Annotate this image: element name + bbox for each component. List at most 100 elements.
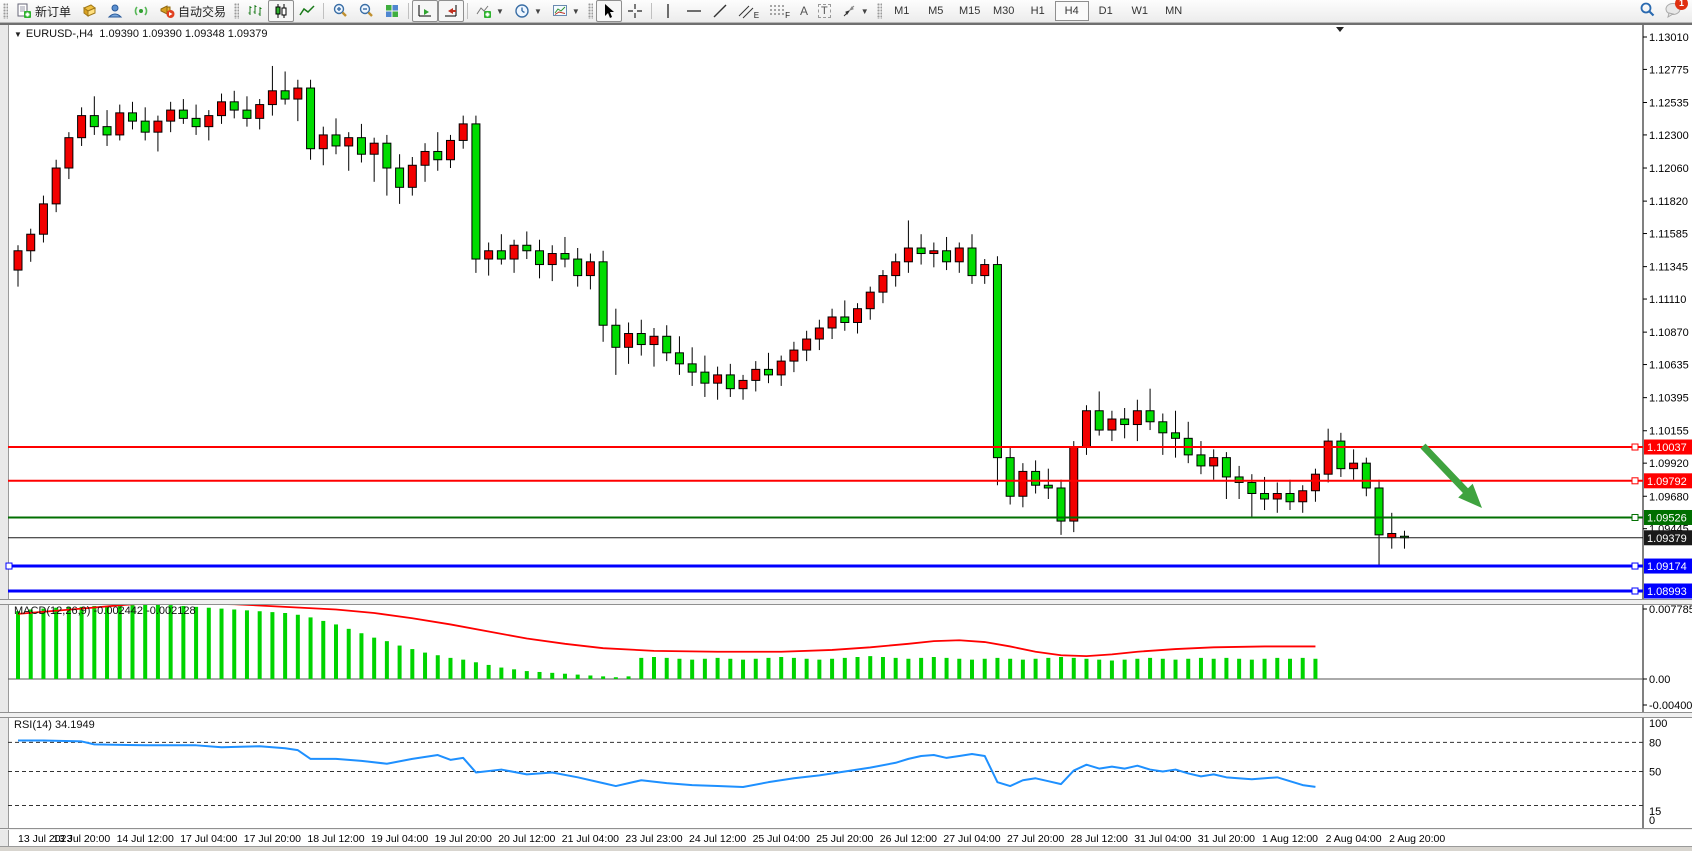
toolbar-separator	[323, 3, 325, 19]
macd-bar	[1237, 658, 1242, 679]
toolbar-separator	[467, 3, 469, 19]
zoom-in-button[interactable]	[327, 0, 353, 22]
chart-shift-marker[interactable]	[1336, 27, 1344, 32]
candle-body	[560, 253, 570, 260]
timeframe-button-H4[interactable]: H4	[1054, 1, 1089, 21]
cursor-tool-button[interactable]	[595, 0, 622, 22]
down-trend-arrow[interactable]	[1416, 439, 1489, 515]
candle-body	[127, 112, 137, 122]
candle-body	[929, 250, 939, 255]
line-handle[interactable]	[1631, 562, 1639, 570]
line-handle[interactable]	[1631, 477, 1639, 485]
timeframe-button-D1[interactable]: D1	[1098, 5, 1113, 17]
macd-bar	[1211, 658, 1216, 679]
candle-body	[814, 327, 824, 340]
channel-letter: E	[753, 11, 760, 20]
toolbar-grip[interactable]	[234, 3, 240, 19]
candle-body	[64, 137, 74, 169]
candle-body	[1209, 457, 1219, 467]
trendline-tool-button[interactable]	[707, 0, 733, 22]
candle-body	[331, 134, 341, 147]
signal-button[interactable]	[128, 0, 154, 22]
macd-bar	[1135, 658, 1140, 679]
candle-body	[115, 112, 125, 136]
zoom-out-button[interactable]	[353, 0, 379, 22]
strategy-tester-button[interactable]	[102, 0, 128, 22]
date-label: 19 Jul 20:00	[435, 833, 492, 845]
chart-shift-button[interactable]	[438, 0, 465, 22]
candle-body	[140, 120, 150, 133]
macd-bar	[957, 658, 962, 679]
candle-body	[458, 123, 468, 141]
window-bottom-edge	[0, 846, 1692, 851]
candlestick-icon	[273, 3, 289, 19]
periods-button[interactable]: ▼	[509, 0, 547, 22]
candle-body	[496, 250, 506, 260]
toolbar-grip[interactable]	[3, 3, 8, 19]
templates-button[interactable]: ▼	[547, 0, 585, 22]
macd-bar	[41, 608, 46, 679]
macd-bar	[664, 657, 669, 679]
line-handle[interactable]	[1631, 443, 1639, 451]
line-chart-mode-button[interactable]	[294, 0, 320, 22]
horizontal-line-icon	[686, 3, 702, 19]
panel-splitter-rsi[interactable]	[0, 712, 1692, 718]
timeframe-button-W1[interactable]: W1	[1131, 5, 1148, 17]
candle-body	[51, 167, 61, 205]
timeframe-button-M30[interactable]: M30	[993, 5, 1015, 17]
line-handle[interactable]	[1631, 513, 1639, 521]
new-order-button[interactable]: 新订单	[11, 0, 76, 22]
candle-body	[776, 360, 786, 376]
macd-bar	[817, 659, 822, 679]
price-label-text: 1.09526	[1647, 512, 1687, 524]
horizontal-line-tool-button[interactable]	[681, 0, 707, 22]
macd-bar	[423, 652, 428, 679]
auto-scroll-button[interactable]	[412, 0, 439, 22]
line-handle[interactable]	[1631, 587, 1639, 595]
timeframe-button-H1[interactable]: H1	[1030, 5, 1045, 17]
timeframe-button-M5[interactable]: M5	[928, 5, 944, 17]
candlestick-mode-button[interactable]	[268, 0, 295, 22]
vertical-line-tool-button[interactable]	[655, 0, 681, 22]
bar-chart-mode-button[interactable]	[242, 0, 268, 22]
auto-trading-button[interactable]: 自动交易	[154, 0, 231, 22]
macd-bar	[982, 658, 987, 679]
candle-body	[725, 374, 735, 390]
candles-group[interactable]	[13, 65, 1409, 566]
panel-splitter-macd[interactable]	[0, 599, 1692, 605]
candle-body	[395, 167, 405, 188]
label-tool-button[interactable]: T	[813, 0, 836, 22]
crosshair-tool-button[interactable]	[622, 0, 648, 22]
macd-bar	[448, 657, 453, 679]
arrows-tool-button[interactable]: ▼	[836, 0, 874, 22]
macd-bar	[486, 664, 491, 679]
candle-body	[255, 104, 265, 119]
search-icon[interactable]	[1639, 1, 1656, 21]
channel-tool-button[interactable]: E	[733, 0, 764, 22]
chat-button[interactable]: 1	[1664, 0, 1688, 21]
timeframe-button-M15[interactable]: M15	[959, 5, 981, 17]
market-watch-button[interactable]	[76, 0, 102, 22]
macd-bar	[105, 605, 110, 679]
macd-bar	[1071, 657, 1076, 679]
line-handle[interactable]	[5, 562, 13, 570]
toolbar-grip[interactable]	[876, 3, 882, 19]
tile-windows-button[interactable]	[379, 0, 405, 22]
text-tool-button[interactable]: A	[795, 0, 813, 22]
date-axis-border	[0, 828, 1692, 830]
macd-bar	[626, 676, 631, 679]
auto-scroll-icon	[417, 3, 433, 19]
toolbar-grip[interactable]	[587, 3, 593, 19]
rsi-axis-label: 100	[1649, 718, 1667, 730]
timeframe-button-MN[interactable]: MN	[1165, 5, 1183, 17]
candle-body	[1374, 487, 1384, 536]
candle-body	[1069, 446, 1079, 522]
fibonacci-tool-button[interactable]: F	[764, 0, 795, 22]
chevron-down-icon: ▼	[496, 6, 504, 16]
indicators-button[interactable]: ▼	[471, 0, 509, 22]
chevron-down-icon[interactable]: ▼	[14, 30, 22, 39]
timeframe-button-M1[interactable]: M1	[894, 5, 910, 17]
trendline-icon	[712, 3, 728, 19]
